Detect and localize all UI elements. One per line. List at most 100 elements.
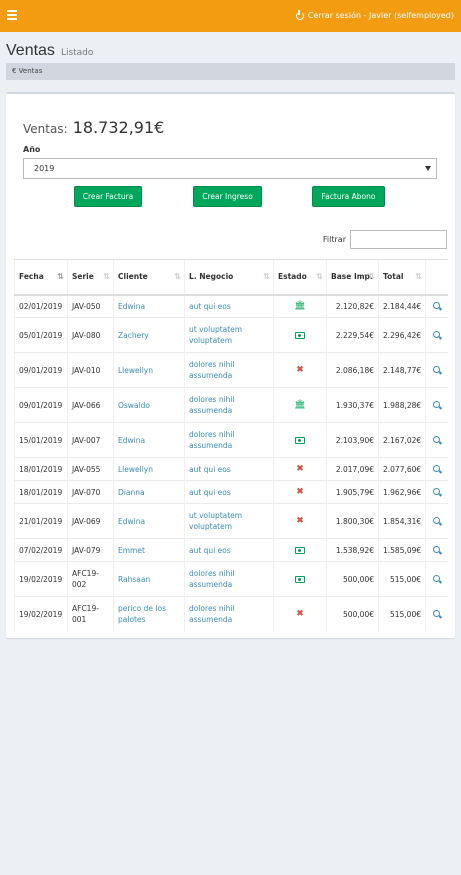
cell-serie: AFC19-001	[67, 596, 114, 632]
table-row: 02/01/2019 JAV-050 Edwina aut qui eos 🏛 2.120…	[14, 294, 448, 318]
cell-negocio-link[interactable]: ut voluptatem voluptatem	[184, 317, 274, 353]
filter-input[interactable]	[350, 230, 447, 249]
cell-serie: JAV-066	[67, 387, 114, 423]
cell-negocio-link[interactable]: aut qui eos	[184, 294, 274, 318]
cell-cliente-link[interactable]: Llewellyn	[113, 457, 185, 481]
cell-cliente-link[interactable]: Edwina	[113, 294, 185, 318]
cell-cliente-link[interactable]: Emmet	[113, 538, 185, 562]
header-base[interactable]: Base Imp. ⇅	[326, 259, 379, 296]
cell-serie: JAV-050	[67, 294, 114, 318]
credit-invoice-button[interactable]: Factura Abono	[312, 186, 385, 207]
cell-total: 2.296,42€	[378, 317, 426, 353]
logout-link[interactable]: Cerrar sesión - Javier (selfemployed)	[295, 10, 454, 22]
menu-toggle-icon[interactable]	[7, 10, 17, 20]
view-invoice-search-icon[interactable]	[433, 365, 441, 373]
view-invoice-search-icon[interactable]	[433, 301, 441, 309]
bank-icon: 🏛	[294, 301, 306, 312]
cell-total: 1.962,96€	[378, 480, 426, 504]
page-header: Ventas Listado	[6, 42, 93, 60]
cash-icon	[295, 332, 305, 339]
header-estado[interactable]: Estado ⇅	[273, 259, 327, 296]
header-fecha[interactable]: Fecha ⇅	[14, 259, 68, 296]
cell-serie: JAV-069	[67, 503, 114, 539]
cell-estado	[273, 538, 327, 562]
cell-actions	[425, 538, 448, 562]
sort-icon: ⇅	[174, 271, 181, 281]
cell-serie: JAV-080	[67, 317, 114, 353]
breadcrumb-item-ventas[interactable]: € Ventas	[12, 67, 43, 75]
cell-cliente-link[interactable]: Edwina	[113, 503, 185, 539]
cell-negocio-link[interactable]: dolores nihil assumenda	[184, 387, 274, 423]
header-negocio[interactable]: L. Negocio ⇅	[184, 259, 274, 296]
cell-actions	[425, 596, 448, 632]
view-invoice-search-icon[interactable]	[433, 464, 441, 472]
view-invoice-search-icon[interactable]	[433, 330, 441, 338]
year-label: Año	[23, 145, 41, 154]
cell-cliente-link[interactable]: Rahsaan	[113, 561, 185, 597]
cell-fecha: 19/02/2019	[14, 596, 68, 632]
cell-cliente-link[interactable]: Llewellyn	[113, 352, 185, 388]
cell-estado: ✖	[273, 503, 327, 539]
view-invoice-search-icon[interactable]	[433, 435, 441, 443]
cash-icon	[295, 547, 305, 554]
cell-base: 500,00€	[326, 561, 379, 597]
cell-negocio-link[interactable]: aut qui eos	[184, 480, 274, 504]
cell-base: 1.538,92€	[326, 538, 379, 562]
cell-cliente-link[interactable]: Dianna	[113, 480, 185, 504]
cell-base: 2.086,18€	[326, 352, 379, 388]
view-invoice-search-icon[interactable]	[433, 400, 441, 408]
header-total[interactable]: Total ⇅	[378, 259, 426, 296]
cell-actions	[425, 503, 448, 539]
view-invoice-search-icon[interactable]	[433, 574, 441, 582]
view-invoice-search-icon[interactable]	[433, 487, 441, 495]
table-row: 18/01/2019 JAV-070 Dianna aut qui eos ✖ 1.905…	[14, 480, 448, 504]
cell-total: 1.854,31€	[378, 503, 426, 539]
sales-total: Ventas: 18.732,91€	[23, 118, 164, 137]
cell-negocio-link[interactable]: dolores nihil assumenda	[184, 561, 274, 597]
year-select[interactable]: 2019	[23, 158, 437, 179]
header-cliente[interactable]: Cliente ⇅	[113, 259, 185, 296]
cell-actions	[425, 352, 448, 388]
cell-negocio-link[interactable]: aut qui eos	[184, 538, 274, 562]
create-invoice-button[interactable]: Crear Factura	[74, 186, 142, 207]
cell-base: 1.800,30€	[326, 503, 379, 539]
header-serie[interactable]: Serie ⇅	[67, 259, 114, 296]
cell-negocio-link[interactable]: aut qui eos	[184, 457, 274, 481]
cell-cliente-link[interactable]: perico de los palotes	[113, 596, 185, 632]
cell-cliente-link[interactable]: Edwina	[113, 422, 185, 458]
table-row: 19/02/2019 AFC19-001 perico de los palotes…	[14, 596, 448, 632]
power-icon	[295, 10, 304, 20]
cash-icon	[295, 437, 305, 444]
cash-icon	[295, 576, 305, 583]
filter-label: Filtrar	[322, 235, 346, 244]
caret-down-icon	[425, 166, 431, 171]
cell-negocio-link[interactable]: dolores nihil assumenda	[184, 352, 274, 388]
cell-serie: JAV-007	[67, 422, 114, 458]
cell-negocio-link[interactable]: dolores nihil assumenda	[184, 422, 274, 458]
table-row: 19/02/2019 AFC19-002 Rahsaan dolores nihil …	[14, 561, 448, 597]
cell-total: 2.148,77€	[378, 352, 426, 388]
create-income-button[interactable]: Crear Ingreso	[193, 186, 262, 207]
cell-estado: ✖	[273, 480, 327, 504]
bank-icon: 🏛	[294, 400, 306, 410]
cell-estado	[273, 317, 327, 353]
table-row: 09/01/2019 JAV-010 Llewellyn dolores nihil …	[14, 352, 448, 388]
breadcrumb[interactable]: € Ventas	[6, 63, 455, 80]
view-invoice-search-icon[interactable]	[433, 516, 441, 524]
cell-estado: ✖	[273, 457, 327, 481]
cell-cliente-link[interactable]: Zachery	[113, 317, 185, 353]
view-invoice-search-icon[interactable]	[433, 545, 441, 553]
cell-negocio-link[interactable]: dolores nihil assumenda	[184, 596, 274, 632]
cell-fecha: 02/01/2019	[14, 294, 68, 318]
cell-base: 1.905,79€	[326, 480, 379, 504]
view-invoice-search-icon[interactable]	[433, 609, 441, 617]
sales-table: Fecha ⇅ Serie ⇅ Cliente ⇅ L. Negocio ⇅ Estad…	[14, 259, 448, 632]
sort-icon: ⇅	[368, 271, 375, 281]
cell-actions	[425, 457, 448, 481]
cell-base: 2.017,09€	[326, 457, 379, 481]
cell-negocio-link[interactable]: ut voluptatem voluptatem	[184, 503, 274, 539]
cell-serie: JAV-070	[67, 480, 114, 504]
cell-cliente-link[interactable]: Oswaldo	[113, 387, 185, 423]
unpaid-icon: ✖	[296, 487, 304, 497]
page-title: Ventas	[6, 42, 55, 59]
